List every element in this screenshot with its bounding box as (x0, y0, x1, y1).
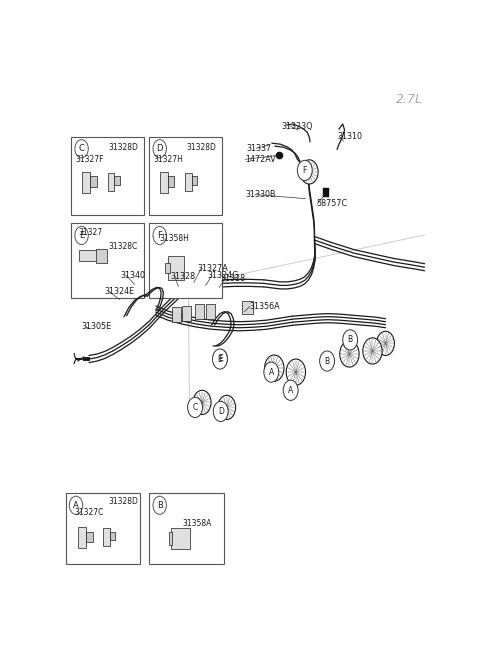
Circle shape (343, 329, 358, 350)
Bar (149, 493, 224, 564)
Circle shape (69, 496, 83, 514)
Text: 31328D: 31328D (108, 496, 138, 506)
Text: 31310: 31310 (337, 132, 362, 141)
Text: 31328D: 31328D (186, 143, 216, 152)
Bar (110, 531, 115, 540)
Text: 31340: 31340 (120, 271, 145, 280)
Text: 58757C: 58757C (317, 199, 348, 208)
Text: D: D (156, 144, 163, 153)
Circle shape (153, 227, 167, 244)
Text: 31327A: 31327A (198, 264, 228, 272)
Bar (242, 301, 253, 314)
Circle shape (188, 398, 203, 417)
Bar (71, 223, 144, 298)
Bar (103, 528, 110, 546)
Circle shape (320, 351, 335, 371)
Bar (165, 263, 170, 273)
Text: 31358A: 31358A (183, 519, 212, 528)
Text: B: B (348, 335, 353, 345)
Text: 31327F: 31327F (76, 155, 104, 164)
Bar (323, 188, 329, 197)
Text: 31356A: 31356A (250, 302, 280, 311)
Text: 31327: 31327 (79, 228, 103, 237)
Text: 31330B: 31330B (245, 190, 276, 199)
Text: 31324E: 31324E (105, 287, 135, 296)
Text: 31328: 31328 (170, 272, 195, 281)
Circle shape (286, 359, 306, 385)
Circle shape (363, 338, 382, 364)
Bar (168, 531, 172, 544)
Bar (168, 256, 184, 280)
Bar (71, 137, 144, 215)
Text: C: C (192, 403, 198, 412)
Text: 31337: 31337 (247, 143, 272, 153)
Bar (149, 137, 222, 215)
Bar (83, 172, 90, 193)
Bar (195, 303, 204, 319)
Bar (90, 176, 97, 187)
Bar (168, 176, 174, 187)
Text: F: F (302, 166, 307, 175)
Circle shape (153, 496, 167, 514)
Text: 1472AV: 1472AV (245, 155, 276, 164)
Circle shape (283, 380, 298, 400)
Bar (192, 176, 197, 185)
Circle shape (213, 402, 228, 422)
Bar (108, 173, 114, 191)
Text: 31328: 31328 (221, 274, 246, 283)
Circle shape (377, 331, 395, 356)
Circle shape (214, 349, 228, 367)
Text: A: A (288, 386, 293, 395)
Circle shape (264, 362, 279, 383)
Circle shape (193, 390, 211, 415)
Bar (172, 307, 180, 322)
Circle shape (75, 140, 88, 158)
Text: B: B (157, 501, 163, 510)
Bar (78, 527, 86, 548)
Circle shape (340, 341, 359, 367)
Text: 31328C: 31328C (108, 242, 138, 251)
Text: 31327H: 31327H (154, 155, 184, 164)
Text: 31327C: 31327C (75, 508, 104, 517)
Bar (160, 172, 168, 193)
Text: E: E (218, 354, 223, 363)
Text: F: F (157, 231, 162, 240)
Text: 31323Q: 31323Q (281, 122, 313, 130)
Text: C: C (79, 144, 84, 153)
Text: 2.7L: 2.7L (396, 93, 423, 105)
Circle shape (213, 349, 228, 369)
Bar (206, 303, 215, 319)
Text: A: A (269, 367, 274, 377)
Bar (114, 176, 120, 185)
Text: B: B (324, 356, 330, 365)
Text: 31358H: 31358H (160, 234, 190, 244)
Bar (182, 305, 191, 321)
Text: D: D (218, 407, 224, 416)
Bar (86, 531, 93, 542)
Text: E: E (217, 354, 222, 364)
Bar (171, 529, 190, 549)
Circle shape (75, 227, 88, 244)
Circle shape (297, 160, 312, 181)
Circle shape (218, 396, 236, 420)
Bar (66, 493, 140, 564)
Text: 31328D: 31328D (108, 143, 138, 152)
Bar (185, 173, 192, 191)
Circle shape (264, 355, 284, 381)
Bar (149, 223, 222, 298)
Bar (96, 248, 107, 263)
Text: 31305E: 31305E (82, 322, 112, 331)
Text: A: A (73, 501, 79, 510)
Text: E: E (79, 231, 84, 240)
Bar (79, 250, 97, 261)
Circle shape (300, 160, 318, 184)
Circle shape (153, 140, 167, 158)
Text: 31324G: 31324G (207, 271, 239, 280)
